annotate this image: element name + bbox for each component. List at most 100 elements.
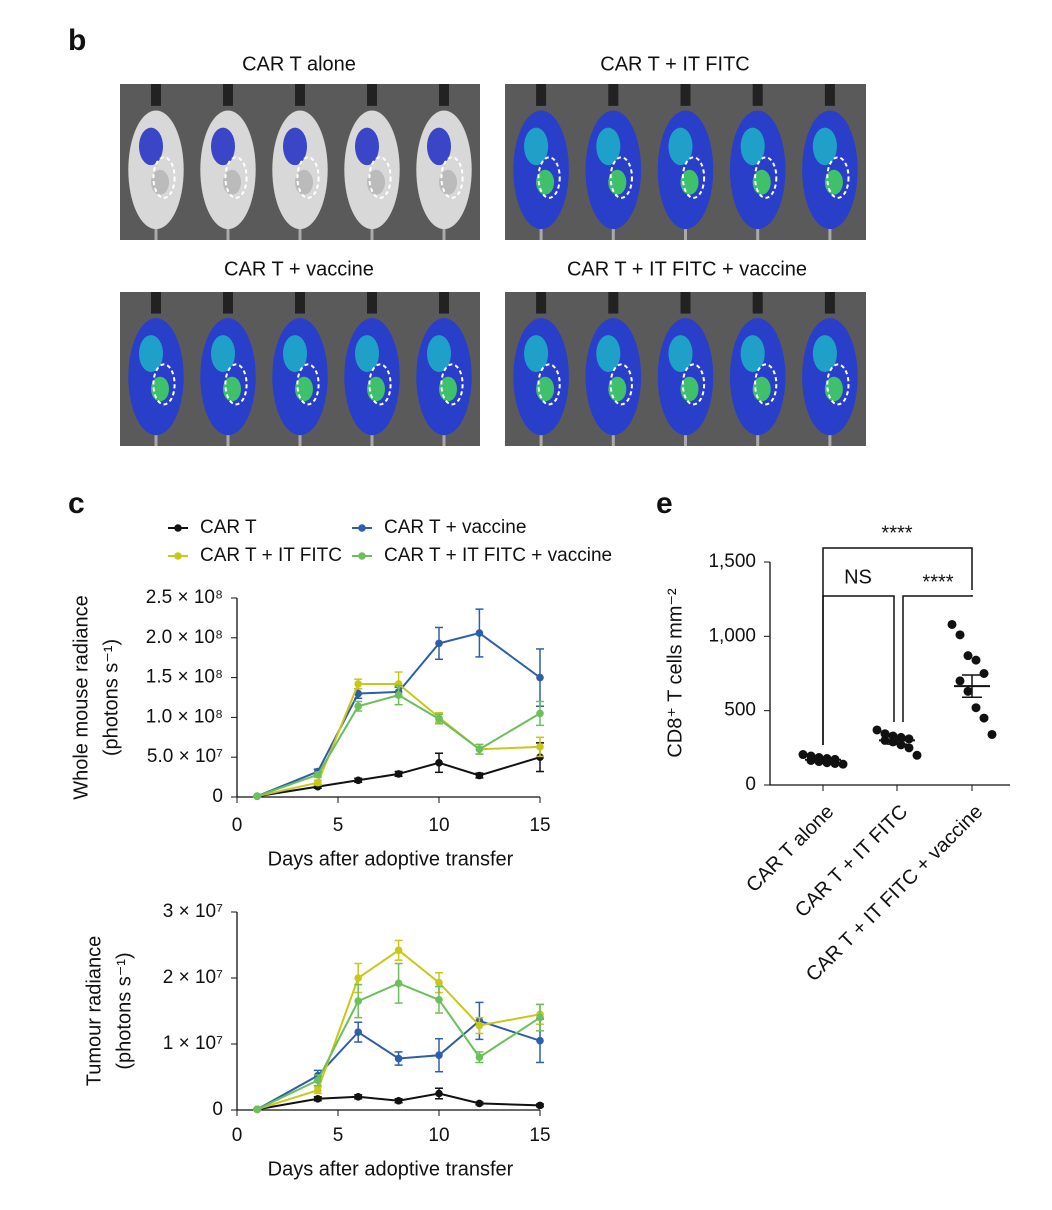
data-point bbox=[947, 619, 957, 629]
tumour-outline bbox=[224, 156, 248, 199]
y-tick-label: 0 bbox=[212, 1099, 223, 1120]
significance-label: NS bbox=[844, 566, 872, 588]
point bbox=[354, 776, 363, 785]
holder bbox=[439, 84, 449, 106]
data-point bbox=[904, 734, 914, 744]
x-axis-title: Days after adoptive transfer bbox=[268, 1158, 514, 1180]
point bbox=[475, 771, 484, 780]
signal bbox=[524, 127, 549, 166]
tumour-outline bbox=[609, 156, 633, 199]
significance-label: **** bbox=[922, 571, 953, 593]
legend-marker bbox=[358, 552, 366, 560]
mouse-body bbox=[729, 110, 786, 230]
signal bbox=[668, 127, 693, 166]
point bbox=[354, 1093, 363, 1101]
tumour-outline bbox=[826, 156, 850, 199]
holder bbox=[680, 292, 691, 314]
point bbox=[435, 978, 443, 987]
point bbox=[354, 1028, 363, 1036]
signal bbox=[211, 127, 235, 166]
signal bbox=[139, 127, 163, 166]
point bbox=[475, 1099, 484, 1108]
significance-bracket bbox=[822, 595, 895, 745]
x-tick-label: 10 bbox=[428, 815, 449, 836]
holder bbox=[680, 84, 691, 106]
data-point bbox=[971, 655, 981, 665]
mouse-body bbox=[416, 110, 472, 230]
signal bbox=[211, 335, 235, 373]
legend-marker bbox=[174, 552, 182, 560]
signal bbox=[355, 127, 379, 166]
point bbox=[314, 1086, 322, 1094]
holder bbox=[752, 84, 763, 106]
mouse-body bbox=[657, 318, 714, 436]
panel-label: e bbox=[656, 487, 673, 520]
y-axis-title: Tumour radiance bbox=[83, 936, 105, 1086]
signal bbox=[812, 335, 837, 373]
signal bbox=[139, 335, 163, 373]
data-point bbox=[872, 725, 882, 735]
point bbox=[435, 758, 443, 767]
point bbox=[435, 1089, 443, 1098]
series-line bbox=[256, 694, 541, 798]
mouse-body bbox=[416, 318, 472, 436]
data-point bbox=[888, 737, 898, 747]
point bbox=[536, 753, 544, 761]
x-tick-label: 10 bbox=[428, 1125, 449, 1146]
tumour-outline bbox=[681, 363, 706, 406]
point bbox=[536, 1036, 544, 1045]
signal bbox=[283, 127, 307, 166]
holder bbox=[752, 292, 763, 314]
point bbox=[475, 1021, 484, 1030]
mouse-body bbox=[513, 318, 569, 436]
panel-label: b bbox=[68, 24, 86, 57]
tumour-outline bbox=[368, 156, 392, 199]
point bbox=[536, 1013, 544, 1022]
legend-marker bbox=[358, 524, 366, 532]
signal bbox=[355, 335, 379, 373]
mouse-body bbox=[585, 110, 642, 230]
y-axis-title: (photons s⁻¹) bbox=[100, 639, 122, 756]
data-point bbox=[963, 651, 973, 661]
tumour-outline bbox=[826, 363, 850, 406]
holder bbox=[295, 292, 305, 314]
tumour-outline bbox=[296, 363, 320, 406]
y-tick-label: 1.0 × 10⁸ bbox=[146, 706, 223, 727]
legend-marker bbox=[174, 524, 182, 532]
significance-bracket bbox=[822, 547, 973, 745]
tumour-outline bbox=[681, 156, 706, 199]
tumour-outline bbox=[440, 363, 464, 406]
signal bbox=[427, 335, 451, 373]
holder bbox=[824, 292, 835, 314]
mouse-body bbox=[272, 318, 328, 436]
tumour-outline bbox=[754, 363, 778, 406]
point bbox=[536, 743, 544, 751]
data-point bbox=[838, 759, 848, 769]
tumour-outline bbox=[152, 156, 176, 199]
y-axis-title: CD8⁺ T cells mm⁻² bbox=[664, 588, 686, 758]
holder bbox=[367, 84, 377, 106]
holder bbox=[439, 292, 449, 314]
data-point bbox=[971, 703, 981, 713]
data-point bbox=[912, 750, 922, 760]
y-tick-label: 2.5 × 10⁸ bbox=[146, 587, 223, 608]
significance-bracket bbox=[902, 595, 973, 722]
y-tick-label: 3 × 10⁷ bbox=[163, 901, 223, 922]
y-tick-label: 1.5 × 10⁸ bbox=[146, 667, 223, 688]
signal bbox=[740, 127, 765, 166]
tumour-outline bbox=[224, 363, 248, 406]
x-tick-label: 15 bbox=[529, 1125, 550, 1146]
y-tick-label: 5.0 × 10⁷ bbox=[147, 746, 223, 767]
point bbox=[314, 770, 322, 779]
y-axis-title: (photons s⁻¹) bbox=[113, 952, 135, 1069]
point bbox=[394, 946, 403, 955]
tumour-outline bbox=[440, 156, 464, 199]
y-tick-label: 2 × 10⁷ bbox=[163, 967, 223, 988]
point bbox=[394, 1096, 403, 1105]
significance-label: **** bbox=[881, 522, 912, 544]
holder bbox=[608, 84, 619, 106]
holder bbox=[223, 292, 233, 314]
signal bbox=[524, 335, 549, 373]
legend-label: CAR T bbox=[200, 517, 257, 538]
x-tick-label: 0 bbox=[232, 1125, 243, 1146]
